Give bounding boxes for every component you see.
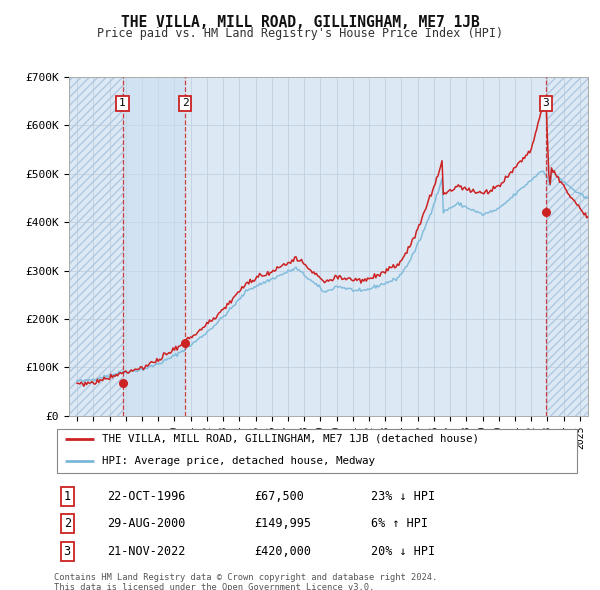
Bar bbox=[69, 77, 122, 416]
Text: Contains HM Land Registry data © Crown copyright and database right 2024.: Contains HM Land Registry data © Crown c… bbox=[54, 573, 437, 582]
Text: 29-AUG-2000: 29-AUG-2000 bbox=[107, 517, 185, 530]
Text: THE VILLA, MILL ROAD, GILLINGHAM, ME7 1JB: THE VILLA, MILL ROAD, GILLINGHAM, ME7 1J… bbox=[121, 15, 479, 30]
Text: 3: 3 bbox=[542, 99, 549, 109]
Text: 1: 1 bbox=[64, 490, 71, 503]
Text: 3: 3 bbox=[64, 545, 71, 558]
Text: 20% ↓ HPI: 20% ↓ HPI bbox=[371, 545, 435, 558]
Text: 2: 2 bbox=[64, 517, 71, 530]
Text: 1: 1 bbox=[119, 99, 126, 109]
FancyBboxPatch shape bbox=[56, 428, 577, 473]
Text: 21-NOV-2022: 21-NOV-2022 bbox=[107, 545, 185, 558]
Text: 2: 2 bbox=[182, 99, 188, 109]
Text: THE VILLA, MILL ROAD, GILLINGHAM, ME7 1JB (detached house): THE VILLA, MILL ROAD, GILLINGHAM, ME7 1J… bbox=[101, 434, 479, 444]
Bar bbox=[69, 77, 122, 416]
Text: £149,995: £149,995 bbox=[254, 517, 311, 530]
Text: 23% ↓ HPI: 23% ↓ HPI bbox=[371, 490, 435, 503]
Text: 22-OCT-1996: 22-OCT-1996 bbox=[107, 490, 185, 503]
Bar bbox=[122, 77, 185, 416]
Text: £420,000: £420,000 bbox=[254, 545, 311, 558]
Bar bbox=[546, 77, 588, 416]
Text: £67,500: £67,500 bbox=[254, 490, 305, 503]
Text: 6% ↑ HPI: 6% ↑ HPI bbox=[371, 517, 428, 530]
Text: This data is licensed under the Open Government Licence v3.0.: This data is licensed under the Open Gov… bbox=[54, 583, 374, 590]
Text: HPI: Average price, detached house, Medway: HPI: Average price, detached house, Medw… bbox=[101, 457, 374, 467]
Text: Price paid vs. HM Land Registry's House Price Index (HPI): Price paid vs. HM Land Registry's House … bbox=[97, 27, 503, 40]
